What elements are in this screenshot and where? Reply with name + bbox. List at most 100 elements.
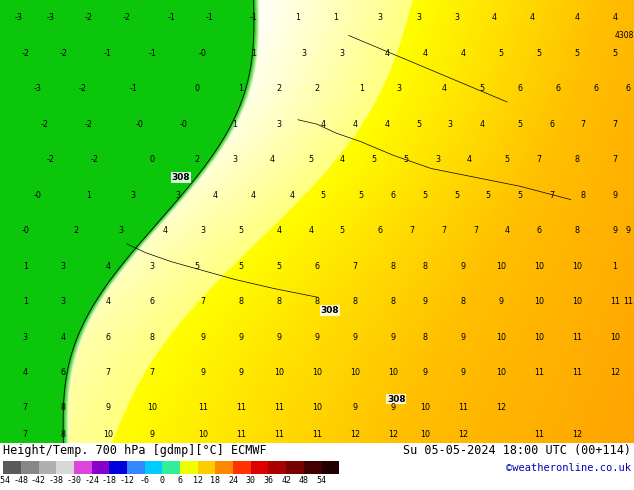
Text: 8: 8 (61, 403, 66, 413)
Text: 11: 11 (198, 403, 208, 413)
Text: 4: 4 (479, 120, 484, 129)
Text: 5: 5 (308, 155, 313, 164)
Text: 0: 0 (150, 155, 155, 164)
Text: 4: 4 (162, 226, 167, 235)
Text: 1: 1 (232, 120, 237, 129)
Text: 1: 1 (612, 262, 618, 270)
Bar (216, 461, 233, 474)
Text: -2: -2 (91, 155, 99, 164)
Text: 7: 7 (410, 226, 415, 235)
Bar (198, 461, 216, 474)
Text: 10: 10 (420, 430, 430, 439)
Text: 10: 10 (534, 333, 544, 342)
Text: 3: 3 (61, 297, 66, 306)
Text: 2: 2 (74, 226, 79, 235)
Bar (233, 461, 251, 474)
Text: Height/Temp. 700 hPa [gdmp][°C] ECMWF: Height/Temp. 700 hPa [gdmp][°C] ECMWF (3, 444, 267, 457)
Text: 1: 1 (295, 13, 301, 22)
Text: 11: 11 (458, 403, 468, 413)
Text: -0: -0 (199, 49, 207, 58)
Text: 11: 11 (274, 403, 284, 413)
Text: 10: 10 (198, 430, 208, 439)
Text: 11: 11 (236, 430, 246, 439)
Text: 9: 9 (276, 333, 281, 342)
Text: 11: 11 (236, 403, 246, 413)
Text: 9: 9 (105, 403, 110, 413)
Text: 12: 12 (388, 430, 398, 439)
Text: 3: 3 (302, 49, 307, 58)
Text: 6: 6 (378, 226, 383, 235)
Text: 6: 6 (178, 476, 183, 485)
Text: 1: 1 (86, 191, 91, 199)
Text: 308: 308 (387, 394, 406, 404)
Text: 3: 3 (131, 191, 136, 199)
Text: 1: 1 (23, 262, 28, 270)
Text: 4: 4 (530, 13, 535, 22)
Text: 5: 5 (321, 191, 326, 199)
Text: 5: 5 (340, 226, 345, 235)
Text: 3: 3 (232, 155, 237, 164)
Text: 54: 54 (316, 476, 327, 485)
Text: 1: 1 (238, 84, 243, 93)
Text: 8: 8 (422, 262, 427, 270)
Text: 5: 5 (403, 155, 408, 164)
Text: -1: -1 (205, 13, 213, 22)
Text: 6: 6 (391, 191, 396, 199)
Text: 4: 4 (105, 262, 110, 270)
Text: 9: 9 (391, 333, 396, 342)
Text: 8: 8 (422, 333, 427, 342)
Text: 3: 3 (150, 262, 155, 270)
Text: 4: 4 (321, 120, 326, 129)
Text: 5: 5 (359, 191, 364, 199)
Text: 7: 7 (150, 368, 155, 377)
Text: 3: 3 (416, 13, 421, 22)
Text: 3: 3 (175, 191, 180, 199)
Text: 4: 4 (460, 49, 465, 58)
Text: 10: 10 (534, 262, 544, 270)
Text: 11: 11 (572, 368, 582, 377)
Bar (21, 461, 39, 474)
Bar (56, 461, 74, 474)
Text: 11: 11 (610, 297, 620, 306)
Text: 9: 9 (238, 333, 243, 342)
Text: 5: 5 (505, 155, 510, 164)
Text: 8: 8 (314, 297, 320, 306)
Text: 5: 5 (276, 262, 281, 270)
Text: 9: 9 (391, 403, 396, 413)
Text: 3: 3 (435, 155, 440, 164)
Text: 7: 7 (441, 226, 446, 235)
Text: -0: -0 (34, 191, 42, 199)
Text: 10: 10 (496, 262, 506, 270)
Bar (109, 461, 127, 474)
Text: 6: 6 (625, 84, 630, 93)
Text: 5: 5 (517, 191, 522, 199)
Text: 7: 7 (23, 403, 28, 413)
Text: 308: 308 (320, 306, 339, 315)
Text: 10: 10 (350, 368, 360, 377)
Text: -1: -1 (104, 49, 112, 58)
Text: 4: 4 (340, 155, 345, 164)
Text: 10: 10 (420, 403, 430, 413)
Text: 10: 10 (534, 297, 544, 306)
Text: -2: -2 (22, 49, 29, 58)
Text: 8: 8 (391, 262, 396, 270)
Text: -18: -18 (102, 476, 117, 485)
Text: -1: -1 (129, 84, 137, 93)
Text: 6: 6 (536, 226, 541, 235)
Bar (304, 461, 321, 474)
Text: 1: 1 (251, 49, 256, 58)
Text: 9: 9 (353, 333, 358, 342)
Text: 3: 3 (61, 262, 66, 270)
Text: 10: 10 (103, 430, 113, 439)
Text: 5: 5 (612, 49, 618, 58)
Text: 7: 7 (353, 262, 358, 270)
Text: -1: -1 (167, 13, 175, 22)
Text: 9: 9 (150, 430, 155, 439)
Text: 6: 6 (549, 120, 554, 129)
Bar (74, 461, 91, 474)
Text: 8: 8 (581, 191, 586, 199)
Text: 8: 8 (150, 333, 155, 342)
Text: 10: 10 (312, 368, 322, 377)
Text: 9: 9 (460, 368, 465, 377)
Text: 9: 9 (314, 333, 320, 342)
